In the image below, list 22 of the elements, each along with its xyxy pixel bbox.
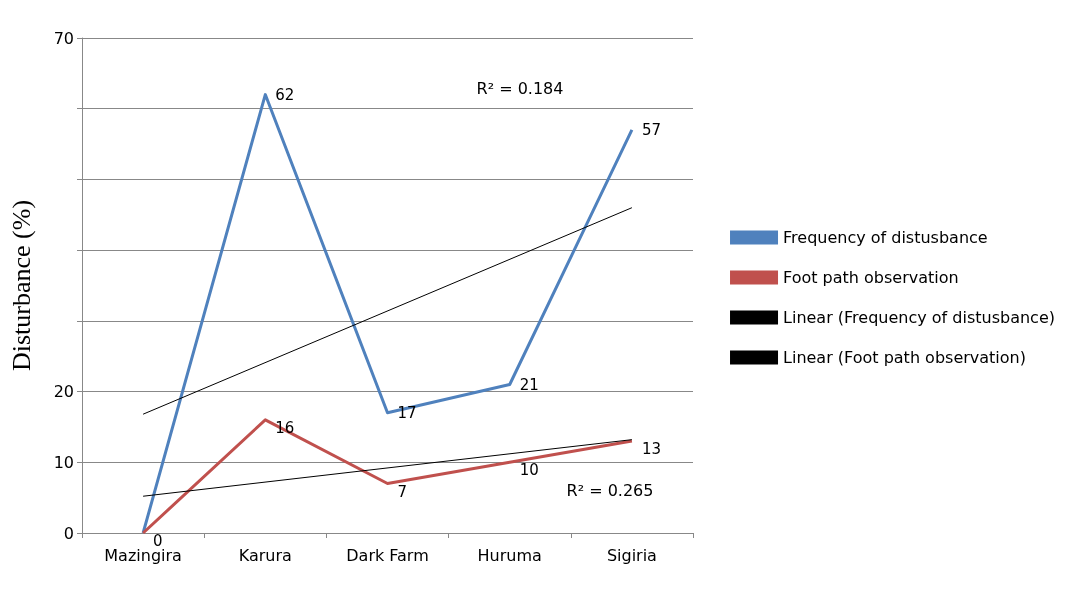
data-label: 21 bbox=[519, 375, 539, 394]
data-label: 10 bbox=[519, 461, 539, 480]
legend-label: Linear (Foot path observation) bbox=[783, 348, 1026, 367]
x-tick-label: Sigiria bbox=[606, 545, 657, 565]
data-label: 57 bbox=[641, 120, 661, 139]
legend-label: Foot path observation bbox=[783, 268, 959, 287]
y-tick-label: 20 bbox=[53, 382, 74, 402]
y-axis-title: Disturbance (%) bbox=[6, 199, 36, 372]
x-tick-label: Karura bbox=[238, 545, 292, 565]
y-tick-label: 70 bbox=[53, 28, 74, 48]
data-label: 13 bbox=[641, 440, 661, 459]
legend-label: Linear (Frequency of distusbance) bbox=[783, 308, 1056, 327]
y-tick-label: 0 bbox=[63, 523, 74, 543]
annotation: R² = 0.184 bbox=[476, 78, 564, 98]
data-label: 17 bbox=[397, 403, 417, 422]
y-tick-label: 10 bbox=[53, 452, 74, 472]
x-tick-label: Huruma bbox=[477, 545, 542, 565]
x-tick-label: Dark Farm bbox=[346, 545, 429, 565]
data-label: 7 bbox=[397, 482, 408, 501]
data-label: 62 bbox=[275, 85, 295, 104]
legend-label: Frequency of distusbance bbox=[783, 228, 988, 247]
annotation: R² = 0.265 bbox=[566, 480, 654, 500]
